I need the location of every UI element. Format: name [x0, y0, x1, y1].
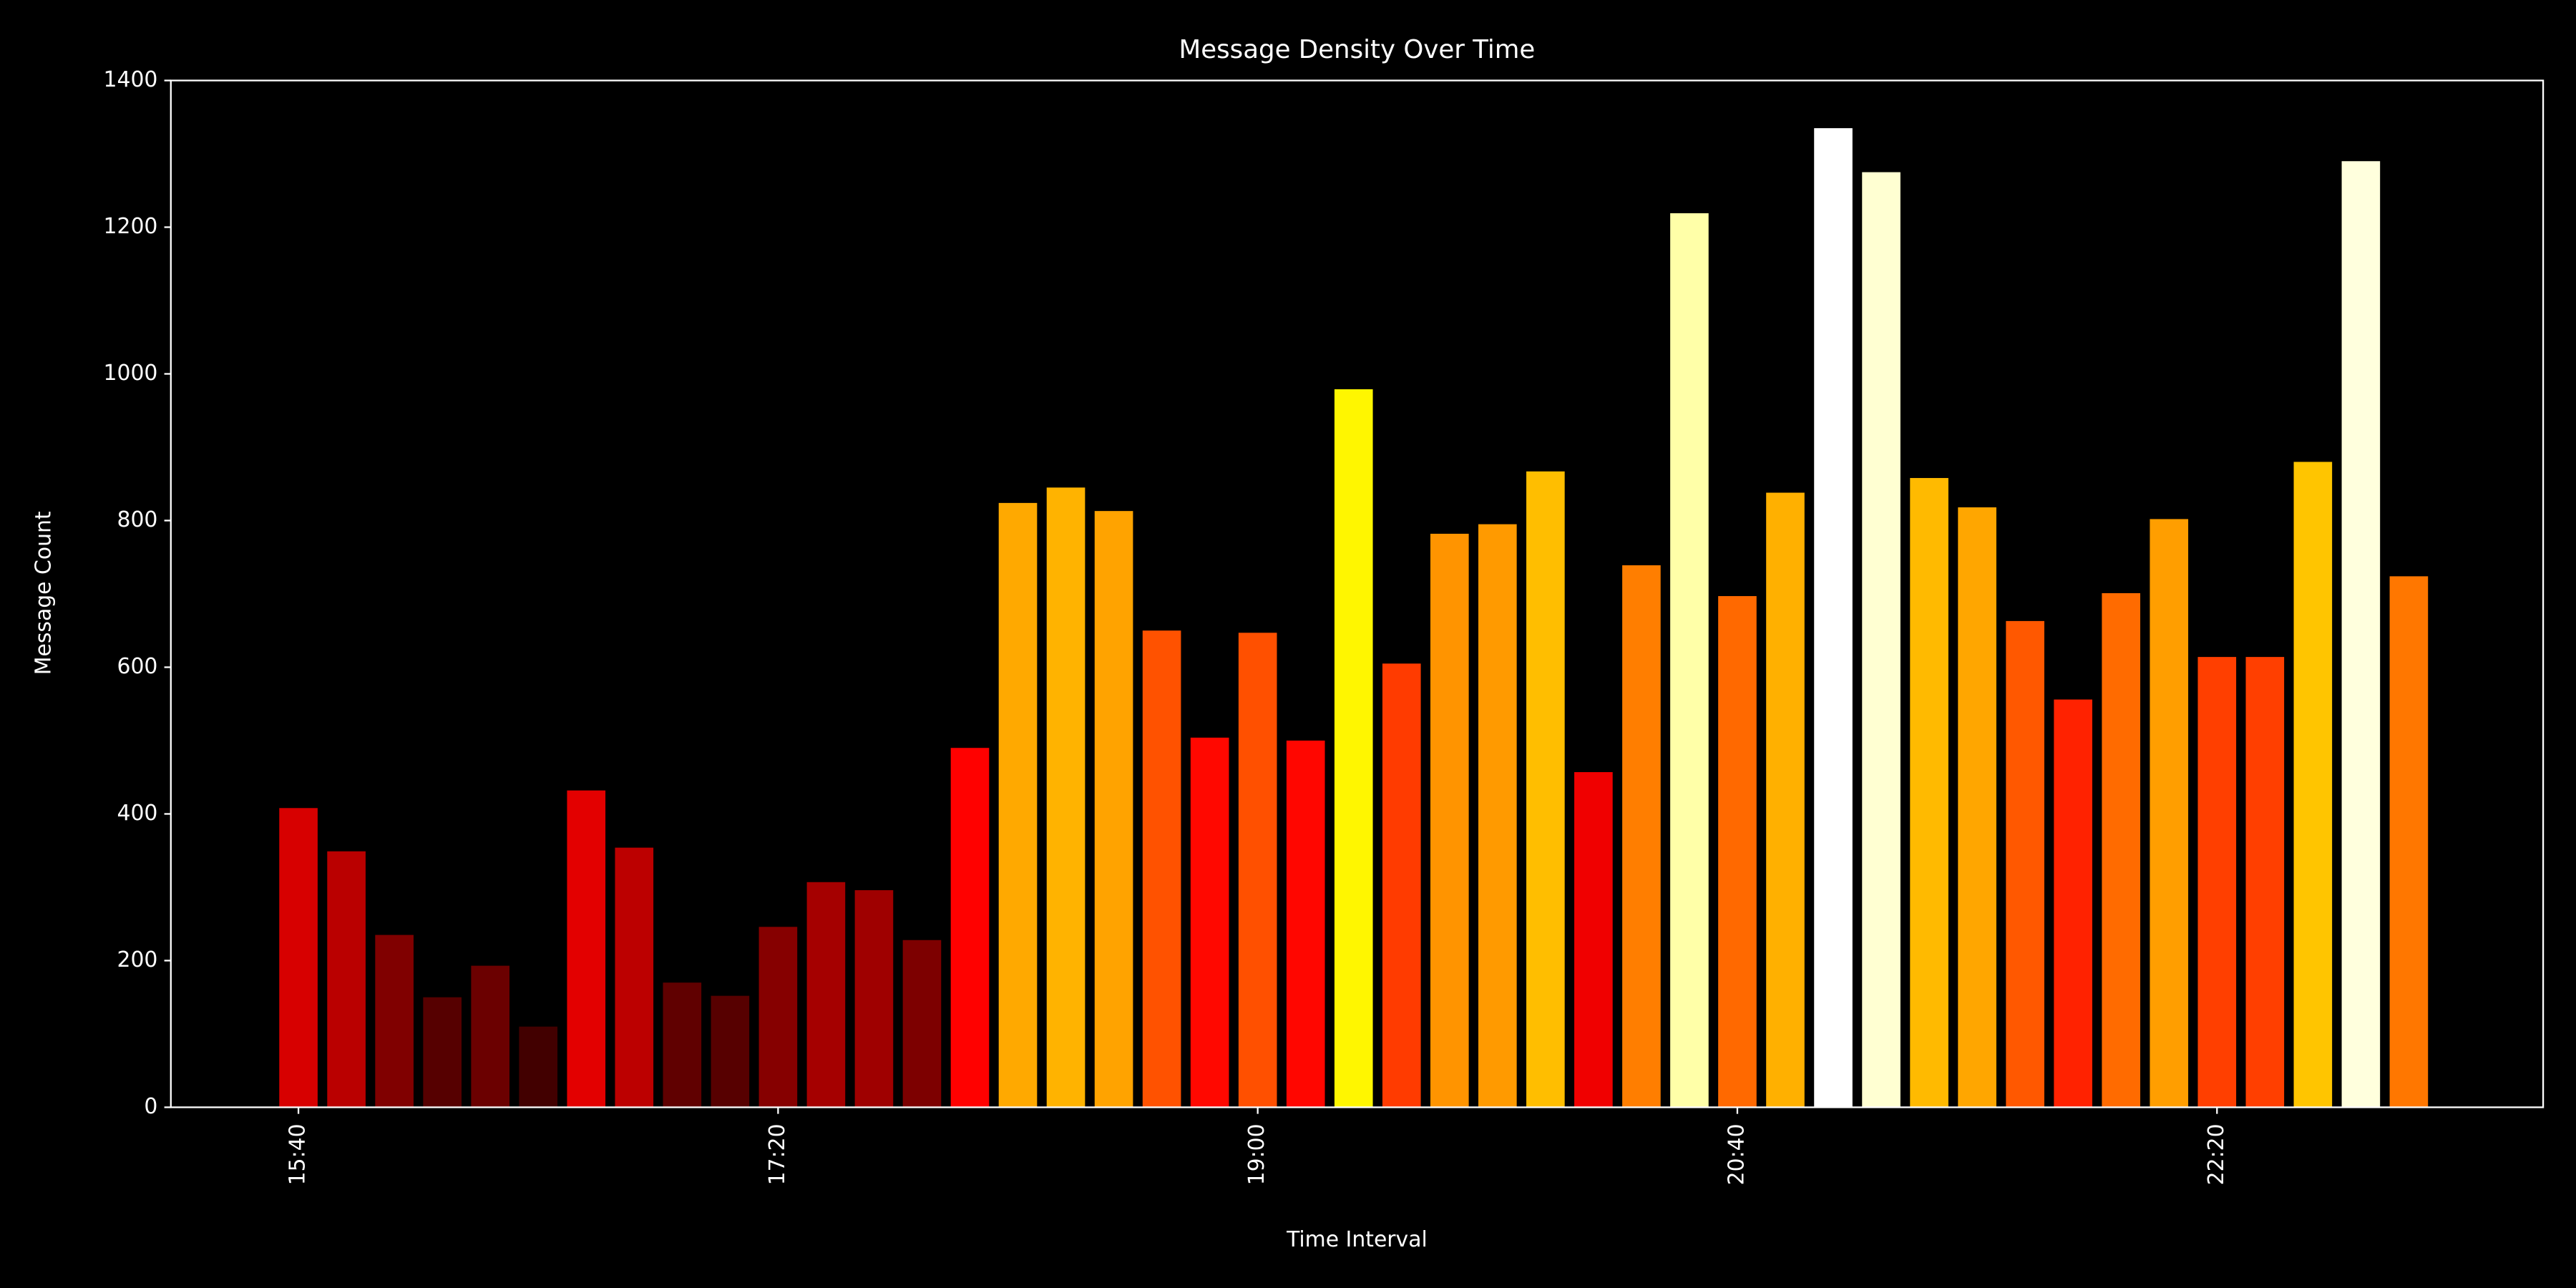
bar	[1862, 172, 1901, 1108]
bar	[902, 940, 942, 1108]
y-tick-label: 1400	[103, 67, 157, 92]
bar	[1958, 507, 1996, 1108]
bar	[1046, 487, 1085, 1108]
x-tick-label: 15:40	[286, 1123, 311, 1185]
bar	[2150, 519, 2189, 1108]
x-tick-label: 20:40	[1724, 1123, 1749, 1185]
bar	[1382, 663, 1421, 1108]
bar	[1190, 737, 1229, 1108]
bar	[2102, 592, 2141, 1108]
bar	[854, 890, 894, 1108]
bar	[663, 982, 702, 1108]
bar	[327, 851, 366, 1108]
bar	[950, 748, 990, 1108]
bar	[375, 935, 414, 1108]
y-tick-label: 1000	[103, 361, 157, 386]
bar	[1622, 565, 1661, 1108]
bar	[2293, 462, 2333, 1108]
x-axis-label: Time Interval	[1286, 1227, 1428, 1252]
bar	[2054, 699, 2092, 1108]
bar	[2006, 620, 2044, 1108]
bar	[1238, 633, 1277, 1108]
bar	[2197, 657, 2237, 1108]
x-tick-label: 19:00	[1244, 1123, 1269, 1185]
bar	[519, 1026, 558, 1108]
bar	[1142, 630, 1181, 1108]
bar	[1814, 128, 1853, 1108]
plot-frame	[170, 79, 2545, 1108]
y-tick-label: 1200	[103, 214, 157, 239]
y-axis-label: Message Count	[31, 511, 56, 675]
bar	[1430, 533, 1469, 1108]
x-tick-label: 17:20	[765, 1123, 790, 1185]
bar	[279, 808, 318, 1108]
chart-title: Message Density Over Time	[1179, 35, 1536, 64]
bar	[423, 997, 462, 1108]
x-tick-label: 22:20	[2204, 1123, 2229, 1185]
y-tick-label: 400	[117, 801, 157, 826]
bar	[1094, 511, 1133, 1108]
bar	[711, 995, 750, 1108]
bar	[615, 847, 654, 1108]
bar	[1526, 471, 1565, 1108]
bar	[1334, 389, 1373, 1108]
bar	[1478, 524, 1517, 1108]
bar	[1670, 213, 1709, 1108]
y-tick-label: 200	[117, 947, 157, 972]
y-tick-label: 800	[117, 507, 157, 532]
bar	[2245, 657, 2285, 1108]
bar	[1910, 478, 1948, 1108]
bar	[567, 790, 606, 1108]
bar	[806, 882, 846, 1108]
bar	[1718, 596, 1757, 1108]
bar	[1766, 492, 1805, 1108]
y-tick-label: 600	[117, 654, 157, 679]
bar	[2389, 576, 2429, 1108]
bar	[2341, 161, 2381, 1108]
y-tick-label: 0	[144, 1094, 157, 1119]
bar	[998, 502, 1038, 1108]
bar	[1574, 772, 1613, 1108]
bar	[1286, 740, 1325, 1108]
bar	[758, 927, 798, 1108]
bar	[471, 965, 510, 1108]
